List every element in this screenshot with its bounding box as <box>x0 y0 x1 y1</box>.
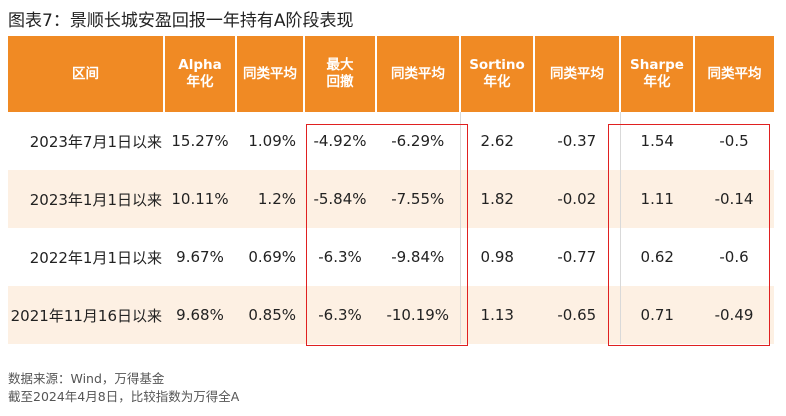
header-sortino-peer-avg: 同类平均 <box>534 36 621 112</box>
table-row: 2023年7月1日以来 15.27% 1.09% -4.92% -6.29% 2… <box>8 112 774 170</box>
cell-sharpe-peer: -0.14 <box>694 170 774 228</box>
cell-drawdown: -4.92% <box>304 112 376 170</box>
table-row: 2023年1月1日以来 10.11% 1.2% -5.84% -7.55% 1.… <box>8 170 774 228</box>
table-header-row: 区间 Alpha 年化 同类平均 最大 回撤 同类平均 Sortino 年化 同类平均… <box>8 36 774 112</box>
cell-drawdown-peer: -6.29% <box>376 112 461 170</box>
header-line: 同类平均 <box>707 65 762 82</box>
cell-sortino-peer: -0.77 <box>534 228 621 286</box>
highlight-box-drawdown <box>306 124 468 346</box>
header-alpha: Alpha 年化 <box>164 36 237 112</box>
highlight-box-sharpe <box>608 124 770 346</box>
cell-sharpe-peer: -0.6 <box>694 228 774 286</box>
cell-alpha-peer: 0.69% <box>236 228 304 286</box>
cell-alpha: 9.68% <box>164 286 236 344</box>
cell-drawdown: -6.3% <box>304 286 376 344</box>
cell-sortino: 0.98 <box>460 228 534 286</box>
header-line: 回撤 <box>326 74 354 90</box>
header-max-drawdown: 最大 回撤 <box>304 36 377 112</box>
cell-alpha-peer: 1.09% <box>236 112 304 170</box>
cell-alpha: 10.11% <box>164 170 236 228</box>
header-line: 年化 <box>483 74 511 90</box>
header-alpha-peer-avg: 同类平均 <box>236 36 305 112</box>
cell-sharpe: 1.54 <box>620 112 694 170</box>
header-line: Sharpe <box>630 57 684 73</box>
date-note: 截至2024年4月8日，比较指数为万得全A <box>8 389 240 404</box>
header-line: 年化 <box>643 74 671 90</box>
cell-sharpe-peer: -0.49 <box>694 286 774 344</box>
header-line: 年化 <box>186 74 214 90</box>
cell-sharpe: 0.62 <box>620 228 694 286</box>
cell-drawdown-peer: -7.55% <box>376 170 461 228</box>
cell-sortino: 2.62 <box>460 112 534 170</box>
cell-sharpe: 0.71 <box>620 286 694 344</box>
cell-drawdown-peer: -9.84% <box>376 228 461 286</box>
performance-table: 区间 Alpha 年化 同类平均 最大 回撤 同类平均 Sortino 年化 同类平均… <box>8 36 774 344</box>
cell-sortino: 1.82 <box>460 170 534 228</box>
cell-sortino-peer: -0.02 <box>534 170 621 228</box>
cell-sortino-peer: -0.65 <box>534 286 621 344</box>
table-row: 2022年1月1日以来 9.67% 0.69% -6.3% -9.84% 0.9… <box>8 228 774 286</box>
cell-alpha-peer: 0.85% <box>236 286 304 344</box>
cell-sharpe: 1.11 <box>620 170 694 228</box>
header-line: Alpha <box>178 57 222 73</box>
cell-alpha: 9.67% <box>164 228 236 286</box>
header-line: Sortino <box>469 57 525 73</box>
cell-period: 2023年7月1日以来 <box>8 112 164 170</box>
source-note: 数据来源：Wind，万得基金 <box>8 371 165 386</box>
header-line: 最大 <box>326 57 354 73</box>
cell-sortino: 1.13 <box>460 286 534 344</box>
cell-sharpe-peer: -0.5 <box>694 112 774 170</box>
cell-period: 2022年1月1日以来 <box>8 228 164 286</box>
cell-period: 2021年11月16日以来 <box>8 286 164 344</box>
header-line: 同类平均 <box>550 65 604 82</box>
cell-drawdown-peer: -10.19% <box>376 286 461 344</box>
table-row: 2021年11月16日以来 9.68% 0.85% -6.3% -10.19% … <box>8 286 774 344</box>
header-period: 区间 <box>8 36 165 112</box>
header-line: 同类平均 <box>243 65 297 82</box>
header-sharpe-peer-avg: 同类平均 <box>694 36 774 112</box>
header-line: 区间 <box>72 65 99 82</box>
cell-alpha: 15.27% <box>164 112 236 170</box>
cell-sortino-peer: -0.37 <box>534 112 621 170</box>
header-line: 同类平均 <box>391 65 445 82</box>
cell-drawdown: -6.3% <box>304 228 376 286</box>
header-sharpe: Sharpe 年化 <box>620 36 695 112</box>
header-sortino: Sortino 年化 <box>460 36 535 112</box>
header-drawdown-peer-avg: 同类平均 <box>376 36 461 112</box>
cell-period: 2023年1月1日以来 <box>8 170 164 228</box>
cell-alpha-peer: 1.2% <box>236 170 304 228</box>
chart-title: 图表7：景顺长城安盈回报一年持有A阶段表现 <box>8 11 354 31</box>
cell-drawdown: -5.84% <box>304 170 376 228</box>
